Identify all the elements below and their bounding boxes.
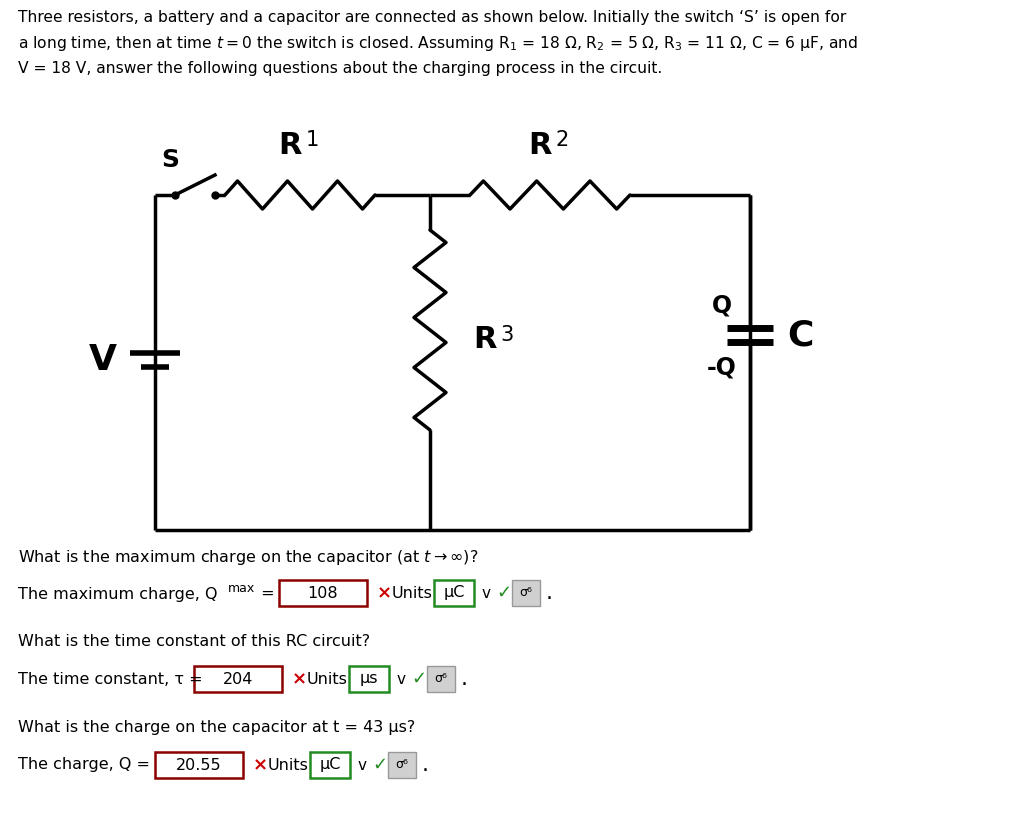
Text: μs: μs	[360, 672, 378, 686]
Text: The maximum charge, Q: The maximum charge, Q	[18, 587, 217, 601]
Text: v: v	[397, 672, 406, 686]
Text: What is the time constant of this RC circuit?: What is the time constant of this RC cir…	[18, 634, 370, 649]
Text: .: .	[422, 755, 429, 775]
Text: σ⁶: σ⁶	[434, 672, 448, 685]
Text: μC: μC	[320, 757, 340, 772]
Text: Q: Q	[712, 294, 732, 318]
Text: max: max	[229, 582, 255, 595]
Text: v: v	[358, 757, 367, 772]
Text: σ⁶: σ⁶	[396, 758, 408, 771]
Bar	[427, 666, 455, 692]
Bar	[279, 580, 367, 606]
Text: ✓: ✓	[410, 670, 426, 688]
Text: =: =	[256, 587, 275, 601]
Text: ✓: ✓	[372, 756, 387, 774]
Text: R: R	[278, 131, 302, 160]
Text: Three resistors, a battery and a capacitor are connected as shown below. Initial: Three resistors, a battery and a capacit…	[18, 10, 858, 76]
Text: 1: 1	[305, 130, 318, 150]
Text: ✓: ✓	[496, 584, 511, 602]
Bar	[434, 580, 474, 606]
Bar	[388, 752, 416, 778]
Text: v: v	[482, 586, 491, 600]
Text: ×: ×	[377, 584, 392, 602]
Text: ×: ×	[253, 756, 268, 774]
Text: 204: 204	[222, 672, 253, 686]
Text: 2: 2	[555, 130, 569, 150]
Text: Units: Units	[392, 586, 433, 600]
Text: -Q: -Q	[707, 355, 737, 379]
Text: σ⁶: σ⁶	[519, 587, 533, 600]
Text: Units: Units	[307, 672, 347, 686]
Text: 3: 3	[500, 325, 514, 345]
Text: V: V	[89, 343, 117, 377]
Text: The time constant, τ =: The time constant, τ =	[18, 672, 203, 686]
Text: What is the charge on the capacitor at t = 43 μs?: What is the charge on the capacitor at t…	[18, 720, 416, 735]
Text: .: .	[461, 669, 468, 689]
Text: R: R	[528, 131, 552, 160]
Text: C: C	[787, 318, 813, 352]
Bar	[512, 580, 540, 606]
Text: 108: 108	[308, 586, 338, 600]
Bar	[194, 666, 282, 692]
Text: .: .	[546, 583, 553, 603]
Text: μC: μC	[444, 586, 464, 600]
Text: What is the maximum charge on the capacitor (at $t \rightarrow \infty$)?: What is the maximum charge on the capaci…	[18, 548, 479, 567]
Text: R: R	[474, 326, 496, 354]
Text: ×: ×	[292, 670, 307, 688]
Text: The charge, Q =: The charge, Q =	[18, 757, 150, 772]
Bar	[310, 752, 349, 778]
Bar	[349, 666, 389, 692]
Text: S: S	[161, 148, 179, 172]
Bar	[155, 752, 243, 778]
Text: Units: Units	[268, 757, 309, 772]
Text: 20.55: 20.55	[176, 757, 222, 772]
